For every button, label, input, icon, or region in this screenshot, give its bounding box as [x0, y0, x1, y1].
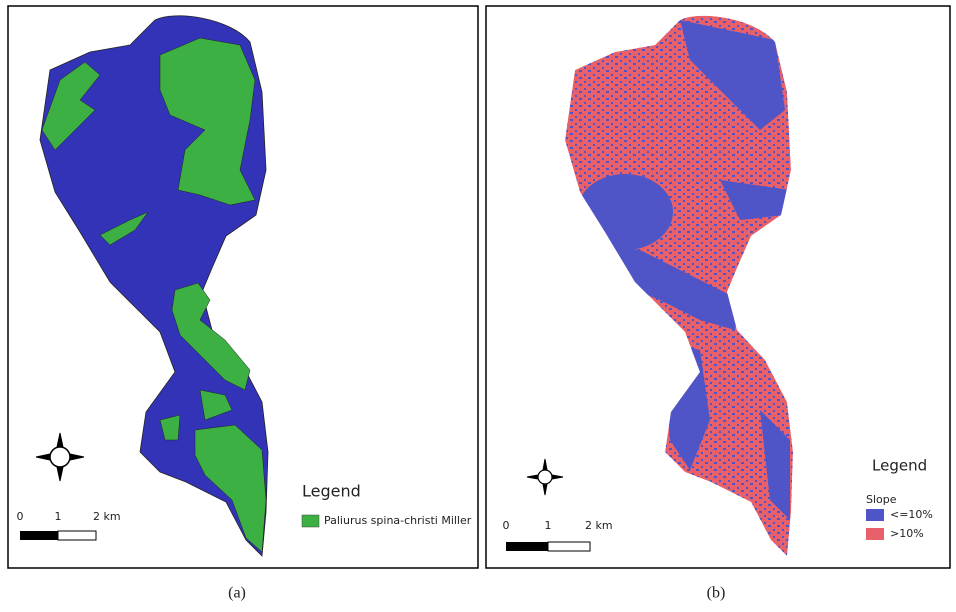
legend-swatch	[302, 515, 319, 527]
legend-title: Legend	[302, 482, 361, 501]
legend-subtitle: Slope	[866, 493, 897, 506]
map-b	[565, 16, 793, 556]
scale-label: 1	[55, 510, 62, 523]
scale-bar: 0 1 2 km	[17, 510, 121, 540]
scale-label: 1	[545, 519, 552, 532]
caption: (b)	[707, 585, 726, 602]
scale-label: 2 km	[93, 510, 121, 523]
legend-label: <=10%	[890, 508, 933, 521]
scale-label: 0	[17, 510, 24, 523]
legend-label: Paliurus spina-christi Miller	[324, 514, 472, 527]
legend-swatch	[866, 509, 884, 521]
scale-bar: 0 1 2 km	[503, 519, 613, 551]
compass	[36, 433, 84, 481]
scale-label: 0	[503, 519, 510, 532]
figure: 0 1 2 km Legend Paliurus spina-christi M…	[0, 0, 956, 612]
legend-swatch	[866, 528, 884, 540]
legend-title: Legend	[872, 457, 927, 475]
compass	[527, 459, 563, 495]
legend-label: >10%	[890, 527, 924, 540]
map-a	[40, 16, 268, 556]
legend: Legend Paliurus spina-christi Miller	[302, 482, 472, 528]
scale-label: 2 km	[585, 519, 613, 532]
caption: (a)	[228, 585, 246, 602]
legend: Legend Slope <=10% >10%	[866, 457, 933, 541]
